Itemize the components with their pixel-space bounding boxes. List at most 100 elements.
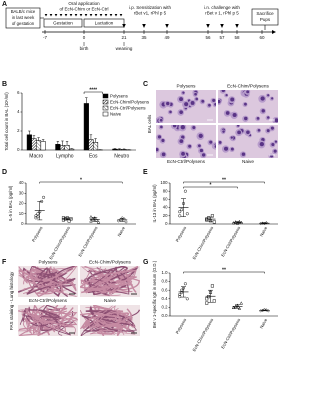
nucleus xyxy=(179,139,184,143)
tissue xyxy=(28,306,71,336)
nucleus xyxy=(256,117,260,120)
data-point xyxy=(210,284,214,288)
nucleus xyxy=(156,148,159,152)
micrograph-label: EcN-Chim/Polysens xyxy=(227,84,269,89)
tissue xyxy=(88,308,135,332)
x-tick-label: Lympho xyxy=(56,153,74,159)
side-label: BAL cells xyxy=(147,114,152,133)
y-tick-label: 0.0 xyxy=(162,313,169,318)
y-tick-label: 20 xyxy=(163,213,168,218)
x-tick-label: Naive xyxy=(259,317,269,329)
data-point xyxy=(207,295,211,299)
tissue xyxy=(80,269,137,295)
tissue xyxy=(21,268,74,291)
micrograph xyxy=(18,266,78,297)
oral-text: Oral application xyxy=(68,1,100,6)
panel-letter: E xyxy=(143,169,148,176)
data-point xyxy=(178,214,182,218)
significance-bracket xyxy=(183,181,265,184)
oral-arrow xyxy=(69,14,73,17)
data-point xyxy=(210,214,214,218)
nucleus xyxy=(230,136,233,139)
nucleus xyxy=(271,97,274,100)
y-tick-label: 80 xyxy=(163,188,168,193)
nucleus xyxy=(181,135,185,139)
data-point xyxy=(264,221,269,225)
data-point xyxy=(180,288,184,292)
y-tick-label: 4 xyxy=(17,109,20,114)
nucleus xyxy=(179,110,183,114)
tissue xyxy=(31,315,62,336)
nucleus xyxy=(230,147,234,151)
nucleus xyxy=(230,97,235,102)
nucleus xyxy=(266,116,270,119)
y-tick-label: 60 xyxy=(163,197,168,202)
nucleus xyxy=(257,128,261,132)
nucleus xyxy=(180,125,185,130)
y-tick-label: 30 xyxy=(19,190,24,195)
nucleus xyxy=(266,129,270,133)
day-label: 58 xyxy=(234,35,240,40)
x-tick-label: EcN-Chim/Polysens xyxy=(48,226,71,261)
nucleus xyxy=(161,152,166,157)
error-bar xyxy=(235,221,240,224)
data-point xyxy=(183,282,187,286)
error-bar xyxy=(61,140,64,146)
oral-arrow xyxy=(79,14,83,17)
phase-box xyxy=(43,18,83,28)
nucleus xyxy=(218,141,222,144)
x-tick-label: Macro xyxy=(29,153,43,159)
error-bar xyxy=(208,216,213,222)
legend-swatch xyxy=(102,105,109,111)
error-bar xyxy=(32,135,36,139)
sensitization-text: rBet v1, rPhl p 5 xyxy=(134,11,167,16)
y-axis-label: Total cell count in BAL (10⁵/ml) xyxy=(4,92,9,151)
micrograph xyxy=(80,305,140,336)
y-tick-label: 40 xyxy=(19,180,24,185)
legend-swatch xyxy=(102,111,109,117)
bar xyxy=(69,148,75,151)
nucleus xyxy=(201,99,205,103)
data-point xyxy=(96,220,101,224)
oral-arrow xyxy=(44,14,48,17)
tissue xyxy=(22,309,78,328)
panel-letter: C xyxy=(143,81,148,88)
error-bar xyxy=(181,198,186,217)
y-tick-label: 20 xyxy=(19,201,24,206)
nucleus xyxy=(232,112,237,118)
micrograph-label: EcN-Ctrl/Polysens xyxy=(29,298,68,303)
error-bar xyxy=(28,130,31,135)
micrograph-label: Polysens xyxy=(38,260,58,265)
nucleus xyxy=(223,146,229,151)
day-label: 56 xyxy=(205,35,211,40)
day-label: 60 xyxy=(259,35,265,40)
oral-arrow xyxy=(104,14,108,17)
x-tick-label: EcN-Chim/Polysens xyxy=(191,226,214,261)
tissue xyxy=(18,307,76,335)
panel-letter: G xyxy=(143,259,149,266)
data-point xyxy=(180,290,184,294)
x-tick-label: Polysens xyxy=(31,226,44,243)
error-bar xyxy=(262,309,267,312)
nucleus xyxy=(246,90,250,94)
data-point xyxy=(212,299,216,303)
event-arrow xyxy=(142,24,146,28)
nucleus xyxy=(179,97,184,102)
nucleus xyxy=(241,152,246,156)
x-tick-label: EcN-Ctrl/Polysens xyxy=(220,226,241,258)
y-tick-label: 1.0 xyxy=(162,270,169,275)
x-tick-label: Naive xyxy=(116,225,126,237)
data-point xyxy=(42,195,46,199)
significance-bracket xyxy=(183,186,238,189)
bar xyxy=(36,140,42,151)
nucleus xyxy=(246,130,250,135)
micrograph xyxy=(156,90,216,123)
nucleus xyxy=(274,118,278,123)
oral-arrow xyxy=(109,14,113,17)
challenge-text: i.n. challenge with xyxy=(204,5,240,10)
bar xyxy=(93,142,99,151)
bar xyxy=(40,141,46,151)
legend-label: EcN-Ctrl/Polysens xyxy=(110,105,146,110)
sensitization-text: i.p. Sensitization with xyxy=(129,5,172,10)
